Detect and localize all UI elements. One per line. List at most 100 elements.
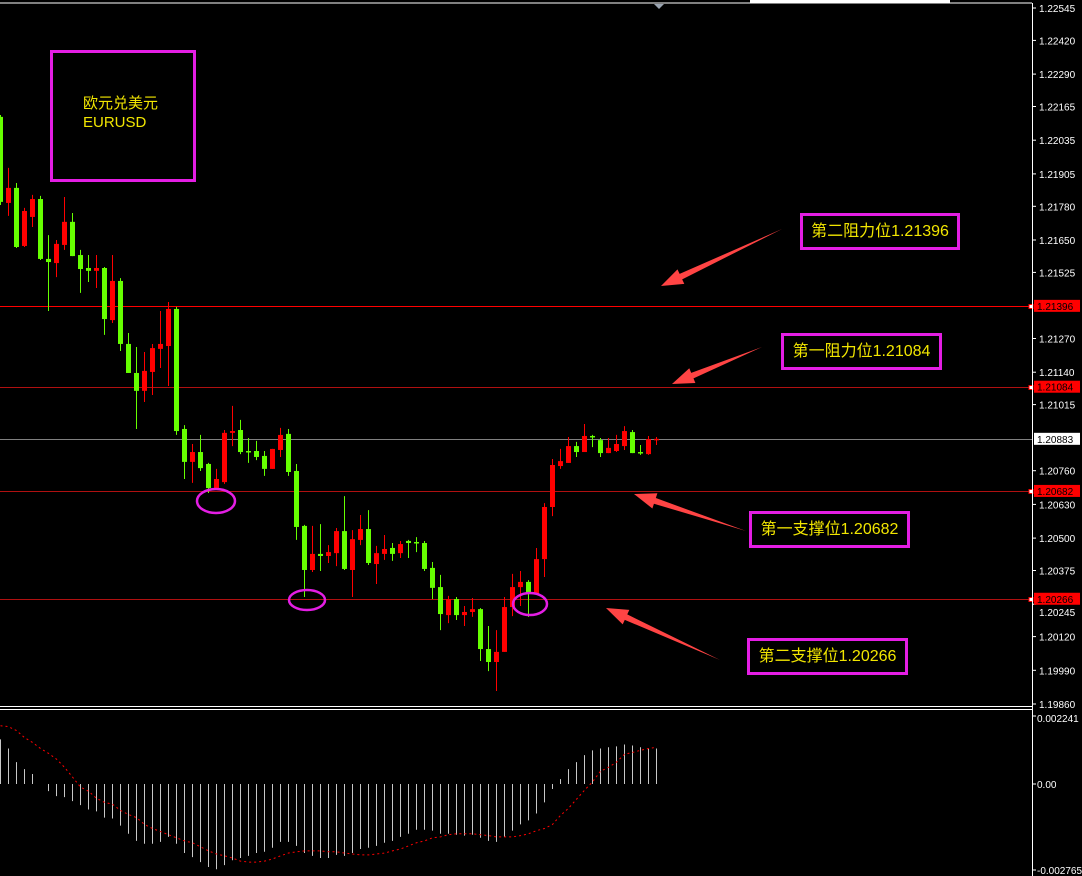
bull-candle-body bbox=[446, 599, 451, 616]
bear-candle-body bbox=[590, 435, 595, 438]
bull-candle-body bbox=[398, 544, 403, 554]
bear-candle-body bbox=[430, 567, 435, 588]
price-tick-label: 1.20630 bbox=[1039, 500, 1076, 511]
bull-candle-body bbox=[566, 446, 571, 463]
bull-candle-body bbox=[270, 448, 275, 469]
bear-candle-body bbox=[86, 267, 91, 271]
bear-candle-body bbox=[302, 525, 307, 570]
bear-candle-body bbox=[598, 440, 603, 454]
bull-candle-body bbox=[470, 609, 475, 612]
bear-candle-body bbox=[38, 199, 43, 259]
price-tick-label: 1.21780 bbox=[1039, 202, 1076, 213]
bull-candle-body bbox=[214, 478, 219, 489]
price-tick-label: 1.21525 bbox=[1039, 268, 1076, 279]
bear-candle-body bbox=[526, 581, 531, 595]
bull-candle-body bbox=[374, 553, 379, 565]
arrow-icon bbox=[661, 229, 782, 286]
bear-candle-body bbox=[206, 463, 211, 489]
bull-candle-body bbox=[150, 348, 155, 372]
price-tick-label: 1.21270 bbox=[1039, 335, 1076, 346]
candles bbox=[0, 115, 659, 692]
price-tick-label: 1.21015 bbox=[1039, 401, 1076, 412]
price-label: 1.20883 bbox=[1037, 435, 1074, 446]
bear-candle-body bbox=[286, 433, 291, 472]
price-tick-label: 1.20760 bbox=[1039, 467, 1076, 478]
level-price-badge bbox=[1034, 380, 1080, 393]
bear-candle-body bbox=[102, 267, 107, 320]
bear-candle-body bbox=[246, 451, 251, 453]
bull-candle-body bbox=[654, 438, 659, 441]
symbol-title-box: 欧元兑美元 EURUSD bbox=[50, 50, 196, 182]
symbol-name-cn: 欧元兑美元 bbox=[83, 95, 159, 112]
bull-candle-body bbox=[382, 548, 387, 554]
price-tick-label: 1.22545 bbox=[1039, 4, 1076, 15]
bull-candle-body bbox=[350, 539, 355, 570]
bull-candle-body bbox=[94, 267, 99, 271]
price-tick-label: 1.20500 bbox=[1039, 534, 1076, 545]
bear-candle-body bbox=[254, 451, 259, 457]
bull-candle-body bbox=[166, 308, 171, 347]
price-tick-label: 1.21650 bbox=[1039, 236, 1076, 247]
price-tick-label: 1.22165 bbox=[1039, 103, 1076, 114]
macd-tick-label: 0.00 bbox=[1037, 780, 1057, 791]
bear-candle-body bbox=[70, 221, 75, 257]
price-label: 1.20682 bbox=[1037, 487, 1074, 498]
bull-candle-body bbox=[158, 343, 163, 349]
price-tick-label: 1.20375 bbox=[1039, 567, 1076, 578]
bear-candle-body bbox=[366, 529, 371, 563]
price-tick-label: 1.22290 bbox=[1039, 70, 1076, 81]
bull-candle-body bbox=[62, 221, 67, 245]
bear-candle-body bbox=[134, 372, 139, 391]
bull-candle-body bbox=[22, 210, 27, 246]
macd-panel bbox=[0, 725, 657, 870]
bear-candle-body bbox=[406, 540, 411, 544]
bear-candle-body bbox=[390, 547, 395, 554]
bear-candle-body bbox=[14, 187, 19, 247]
price-label: 1.21084 bbox=[1037, 383, 1074, 394]
macd-tick-label: 0.002241 bbox=[1037, 714, 1079, 725]
bear-candle-body bbox=[438, 587, 443, 615]
level-price-badge bbox=[1034, 484, 1080, 497]
bear-candle-body bbox=[454, 599, 459, 616]
price-tick-label: 1.19860 bbox=[1039, 700, 1076, 711]
bull-candle-body bbox=[614, 444, 619, 452]
bear-candle-body bbox=[262, 455, 267, 469]
price-tick-label: 1.22035 bbox=[1039, 136, 1076, 147]
macd-tick-label: -0.002765 bbox=[1037, 866, 1082, 876]
bear-candle-body bbox=[118, 280, 123, 344]
arrow-icon bbox=[606, 608, 720, 660]
bull-candle-body bbox=[582, 435, 587, 453]
second-support-label: 第二支撑位1.20266 bbox=[747, 638, 908, 675]
bear-candle-body bbox=[422, 543, 427, 569]
highlight-ellipse bbox=[511, 591, 549, 617]
bull-candle-body bbox=[502, 607, 507, 652]
bear-candle-body bbox=[574, 446, 579, 453]
bull-candle-body bbox=[222, 432, 227, 483]
chart-shift-marker-icon bbox=[654, 4, 664, 9]
bull-candle-body bbox=[358, 529, 363, 540]
arrow-icon bbox=[672, 347, 762, 384]
price-label: 1.21396 bbox=[1037, 302, 1074, 313]
bull-candle-body bbox=[646, 439, 651, 455]
price-tick-label: 1.20245 bbox=[1039, 608, 1076, 619]
bull-candle-body bbox=[550, 465, 555, 507]
level-price-badge bbox=[1034, 299, 1080, 312]
price-tick-label: 1.21905 bbox=[1039, 170, 1076, 181]
bear-candle-body bbox=[238, 430, 243, 453]
bear-candle-body bbox=[630, 432, 635, 454]
bull-candle-body bbox=[542, 506, 547, 560]
bull-candle-body bbox=[534, 559, 539, 595]
bear-candle-body bbox=[126, 343, 131, 373]
bull-candle-body bbox=[310, 553, 315, 570]
bull-candle-body bbox=[30, 199, 35, 217]
bull-candle-body bbox=[230, 431, 235, 433]
bull-candle-body bbox=[558, 461, 563, 467]
bear-candle-body bbox=[342, 531, 347, 569]
bull-candle-body bbox=[518, 581, 523, 588]
bear-candle-body bbox=[46, 258, 51, 263]
bear-candle-body bbox=[182, 428, 187, 462]
bull-candle-body bbox=[462, 611, 467, 616]
